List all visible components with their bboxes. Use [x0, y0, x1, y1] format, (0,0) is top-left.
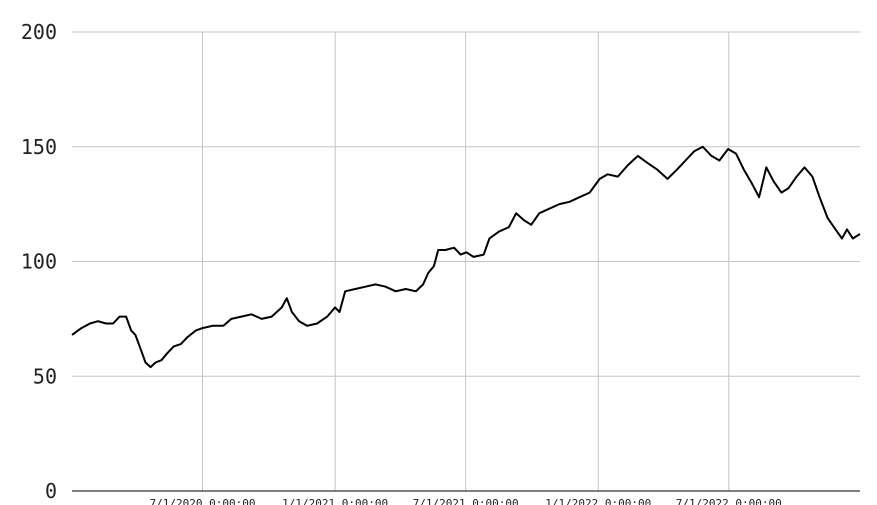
series-line — [71, 145, 861, 369]
x-tick-label: 7/1/2020 0:00:00 — [150, 497, 256, 505]
horizontal-gridlines — [72, 31, 860, 377]
y-tick-label: 100 — [21, 250, 57, 274]
y-tick-labels: 0 50 100 150 200 — [21, 20, 57, 503]
x-tick-label: 1/1/2022 0:00:00 — [545, 497, 651, 505]
x-tick-label: 7/1/2021 0:00:00 — [413, 497, 519, 505]
y-tick-label: 0 — [45, 479, 57, 503]
y-tick-label: 200 — [21, 20, 57, 44]
y-tick-label: 50 — [33, 364, 57, 388]
y-tick-label: 150 — [21, 135, 57, 159]
x-tick-labels: 7/1/2020 0:00:00 1/1/2021 0:00:00 7/1/2021… — [150, 497, 782, 505]
x-tick-label: 1/1/2021 0:00:00 — [282, 497, 388, 505]
x-tick-label: 7/1/2022 0:00:00 — [676, 497, 782, 505]
series-layer — [71, 145, 861, 369]
